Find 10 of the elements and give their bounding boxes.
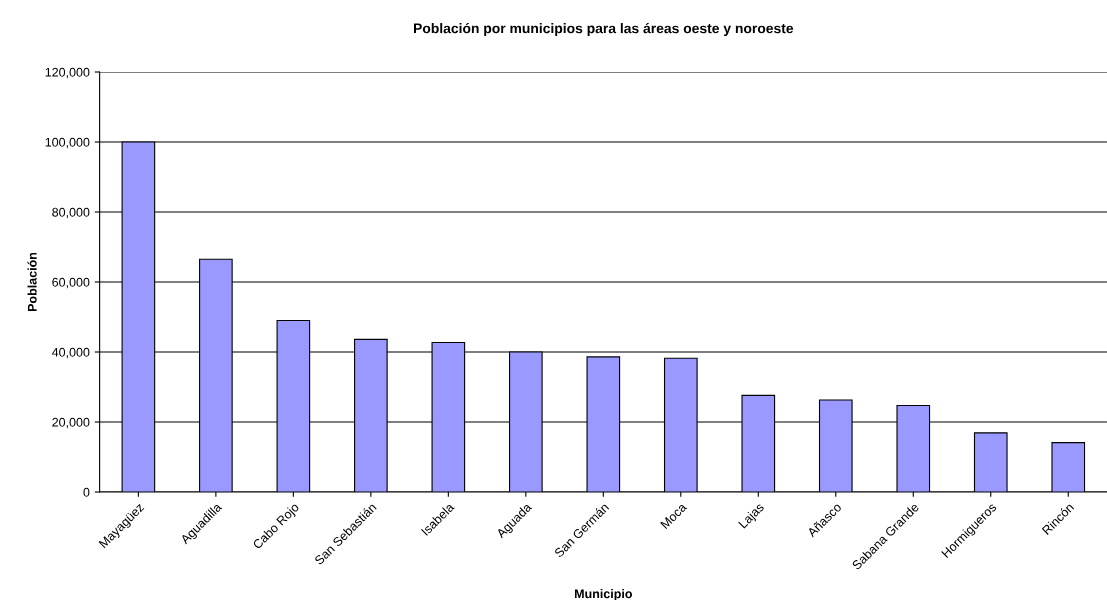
- y-tick-label: 40,000: [51, 347, 90, 359]
- y-axis-title: Población: [27, 252, 37, 312]
- y-tick-label: 120,000: [45, 67, 90, 79]
- y-tick-label: 20,000: [52, 417, 90, 429]
- y-tick-label: 100,000: [45, 137, 90, 149]
- y-tick-label: 0: [83, 487, 90, 497]
- chart-title: Población por municipios para las áreas oeste y noroeste: [413, 22, 794, 36]
- x-axis-title: Municipio: [574, 589, 632, 600]
- y-tick-label: 60,000: [52, 277, 90, 289]
- y-tick-label: 80,000: [52, 207, 90, 219]
